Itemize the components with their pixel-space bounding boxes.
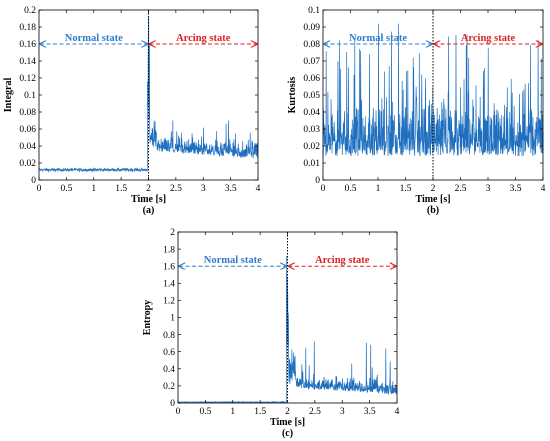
signal-series-line: [177, 256, 398, 404]
x-tick-label: 1.5: [400, 184, 412, 194]
y-tick-label: 0.06: [303, 74, 320, 84]
x-axis-label: Time [s]: [270, 417, 305, 428]
arcing-state-label: Arcing state: [315, 255, 370, 266]
y-tick-label: 2: [170, 228, 175, 238]
x-tick-label: 1.5: [254, 407, 266, 417]
y-tick-label: 0.14: [19, 57, 36, 67]
x-tick-label: 1: [91, 184, 96, 194]
x-tick-label: 3.5: [510, 184, 522, 194]
y-tick-label: 0.05: [303, 91, 320, 101]
y-tick-label: 0.06: [19, 125, 36, 135]
x-tick-label: 2: [146, 184, 151, 194]
y-tick-label: 0.09: [303, 23, 320, 33]
y-tick-label: 0.01: [303, 159, 320, 169]
y-tick-label: 0.18: [19, 23, 36, 33]
y-tick-label: 0: [315, 176, 320, 186]
arcing-state-label: Arcing state: [461, 33, 516, 44]
y-axis-label: Kurtosis: [287, 77, 298, 114]
y-tick-label: 0.08: [19, 108, 36, 118]
chart-panel-1: 0 0.5 1 1.5 2 2.5 3 3.5 4 0 0.02 0.04 0.06 0.08 0.1 0.1…: [3, 6, 261, 216]
panel-label: (c): [282, 428, 293, 439]
y-tick-label: 0.2: [163, 382, 175, 392]
arcing-state-label: Arcing state: [176, 33, 231, 44]
x-tick-label: 1.5: [115, 184, 127, 194]
normal-state-label: Normal state: [204, 255, 262, 266]
y-axis-label: Integral: [3, 78, 14, 113]
normal-state-label: Normal state: [349, 33, 407, 44]
x-tick-label: 1: [376, 184, 381, 194]
y-tick-label: 0.03: [303, 125, 320, 135]
y-tick-label: 0.1: [24, 91, 36, 101]
x-tick-label: 4: [541, 184, 546, 194]
y-tick-label: 0.8: [163, 331, 175, 341]
x-tick-label: 0.5: [345, 184, 357, 194]
x-tick-label: 3: [340, 407, 345, 417]
y-tick-label: 0.6: [163, 348, 175, 358]
y-tick-label: 1: [170, 314, 175, 324]
y-tick-label: 1.2: [163, 297, 175, 307]
y-tick-label: 0.07: [303, 57, 320, 67]
y-tick-label: 0: [31, 176, 36, 186]
panel-label: (b): [427, 205, 439, 216]
y-tick-label: 0.04: [303, 108, 320, 118]
x-tick-label: 2: [285, 407, 290, 417]
signal-series-line: [322, 23, 544, 157]
x-tick-label: 1: [230, 407, 235, 417]
panel-label: (a): [143, 205, 155, 216]
x-tick-label: 3: [486, 184, 491, 194]
y-tick-label: 0.16: [19, 40, 36, 50]
x-tick-label: 2.5: [455, 184, 467, 194]
x-tick-label: 2.5: [309, 407, 321, 417]
x-tick-label: 0.5: [199, 407, 211, 417]
y-tick-label: 1.4: [163, 280, 175, 290]
y-tick-label: 0.08: [303, 40, 320, 50]
x-tick-label: 3: [201, 184, 206, 194]
y-tick-label: 0.2: [24, 6, 36, 16]
y-tick-label: 0.02: [19, 159, 36, 169]
x-tick-label: 0: [37, 184, 42, 194]
x-tick-label: 4: [256, 184, 261, 194]
y-tick-label: 0.02: [303, 142, 320, 152]
x-tick-label: 0: [176, 407, 181, 417]
y-tick-label: 0.4: [163, 365, 175, 375]
x-tick-label: 2: [431, 184, 436, 194]
x-tick-label: 4: [395, 407, 400, 417]
x-tick-label: 3.5: [364, 407, 376, 417]
normal-state-label: Normal state: [65, 33, 123, 44]
y-tick-label: 0: [170, 399, 175, 409]
x-axis-label: Time [s]: [131, 194, 166, 205]
y-tick-label: 1.8: [163, 245, 175, 255]
x-tick-label: 0.5: [60, 184, 72, 194]
chart-panel-2: 0 0.5 1 1.5 2 2.5 3 3.5 4 0 0.01 0.02 0.03 0.04 0.05 0.…: [287, 6, 546, 216]
y-tick-label: 0.1: [308, 6, 320, 16]
x-tick-label: 2.5: [170, 184, 182, 194]
y-tick-label: 0.04: [19, 142, 36, 152]
y-tick-label: 1.6: [163, 262, 175, 272]
x-axis-label: Time [s]: [415, 194, 450, 205]
chart-panel-3: 0 0.5 1 1.5 2 2.5 3 3.5 4 0 0.2 0.4 0.6 0.8 1 1.2 1.4 1.6…: [142, 228, 400, 439]
y-tick-label: 0.12: [19, 74, 36, 84]
y-axis-label: Entropy: [142, 300, 153, 335]
x-tick-label: 3.5: [225, 184, 237, 194]
x-tick-label: 0: [321, 184, 326, 194]
